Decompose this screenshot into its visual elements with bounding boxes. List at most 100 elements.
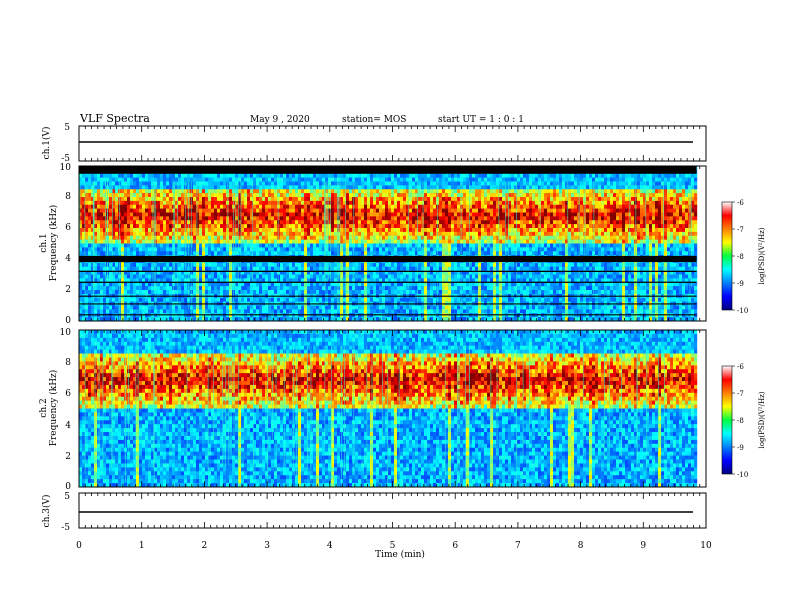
spectrogram-cell [94,262,98,267]
spectrogram-cell [376,290,380,295]
spectrogram-cell [169,266,173,271]
spectrogram-cell [178,216,182,221]
spectrogram-cell [142,189,146,194]
spectrogram-cell [328,208,332,213]
spectrogram-cell [271,282,275,287]
spectrogram-cell [265,177,269,182]
spectrogram-cell [166,282,170,287]
spectrogram-cell [316,204,320,209]
spectrogram-cell [295,181,299,186]
spectrogram-cell [175,282,179,287]
spectrogram-cell [307,235,311,240]
spectrogram-cell [277,181,281,186]
spectrogram-cell [298,278,302,283]
spectrogram-cell [331,212,335,217]
spectrogram-cell [229,228,233,233]
spectrogram-cell [97,212,101,217]
spectrogram-cell [367,208,371,213]
spectrogram-cell [256,208,260,213]
spectrogram-cell [241,200,245,205]
spectrogram-cell [184,177,188,182]
spectrogram-cell [364,247,368,252]
spectrogram-cell [178,212,182,217]
spectrogram-cell [316,282,320,287]
spectrogram-cell [361,216,365,221]
spectrogram-cell [148,228,152,233]
spectrogram-cell [196,239,200,244]
spectrogram-cell [124,278,128,283]
spectrogram-cell [94,251,98,256]
spectrogram-cell [271,193,275,198]
spectrogram-cell [355,243,359,248]
spectrogram-cell [313,290,317,295]
spectrogram-cell [208,317,212,322]
spectrogram-cell [253,270,257,275]
spectrogram-cell [385,212,389,217]
spectrogram-cell [409,173,413,178]
spectrogram-cell [169,290,173,295]
spectrogram-cell [427,189,431,194]
spectrogram-cell [103,200,107,205]
spectrogram-cell [421,189,425,194]
spectrogram-cell [385,247,389,252]
spectrogram-cell [274,317,278,322]
spectrogram-cell [136,278,140,283]
spectrogram-cell [424,185,428,190]
spectrogram-cell [193,243,197,248]
spectrogram-cell [127,231,131,236]
spectrogram-cell [388,266,392,271]
spectrogram-cell [160,220,164,225]
spectrogram-cell [421,193,425,198]
spectrogram-cell [280,197,284,202]
spectrogram-cell [355,204,359,209]
spectrogram-cell [223,181,227,186]
spectrogram-cell [112,235,116,240]
spectrogram-cell [304,224,308,229]
spectrogram-cell [88,278,92,283]
spectrogram-cell [322,177,326,182]
spectrogram-cell [280,231,284,236]
spectrogram-cell [394,297,398,302]
spectrogram-cell [430,189,434,194]
spectrogram-cell [214,224,218,229]
spectrogram-cell [217,224,221,229]
spectrogram-cell [403,189,407,194]
spectrogram-cell [421,247,425,252]
spectrogram-cell [175,243,179,248]
spectrogram-cell [82,305,86,310]
spectrogram-cell [217,251,221,256]
spectrogram-cell [307,309,311,314]
spectrogram-cell [244,216,248,221]
spectrogram-cell [100,235,104,240]
spectrogram-cell [208,193,212,198]
spectrogram-cell [418,297,422,302]
spectrogram-cell [361,305,365,310]
spectrogram-cell [400,309,404,314]
spectrogram-cell [307,297,311,302]
spectrogram-cell [151,177,155,182]
spectrogram-cell [211,216,215,221]
spectrogram-cell [409,224,413,229]
spectrogram-cell [352,173,356,178]
spectrogram-cell [340,243,344,248]
spectrogram-cell [427,228,431,233]
spectrogram-cell [91,231,95,236]
spectrogram-cell [229,243,233,248]
spectrogram-cell [304,212,308,217]
spectrogram-cell [124,185,128,190]
spectrogram-cell [292,173,296,178]
spectrogram-cell [193,270,197,275]
spectrogram-cell [412,266,416,271]
spectrogram-cell [241,270,245,275]
spectrogram-cell [424,266,428,271]
spectrogram-cell [103,247,107,252]
spectrogram-cell [196,220,200,225]
spectrogram-cell [325,224,329,229]
spectrogram-cell [367,224,371,229]
spectrogram-cell [409,220,413,225]
spectrogram-cell [208,262,212,267]
spectrogram-cell [97,286,101,291]
spectrogram-cell [214,235,218,240]
spectrogram-cell [304,317,308,322]
spectrogram-cell [217,297,221,302]
